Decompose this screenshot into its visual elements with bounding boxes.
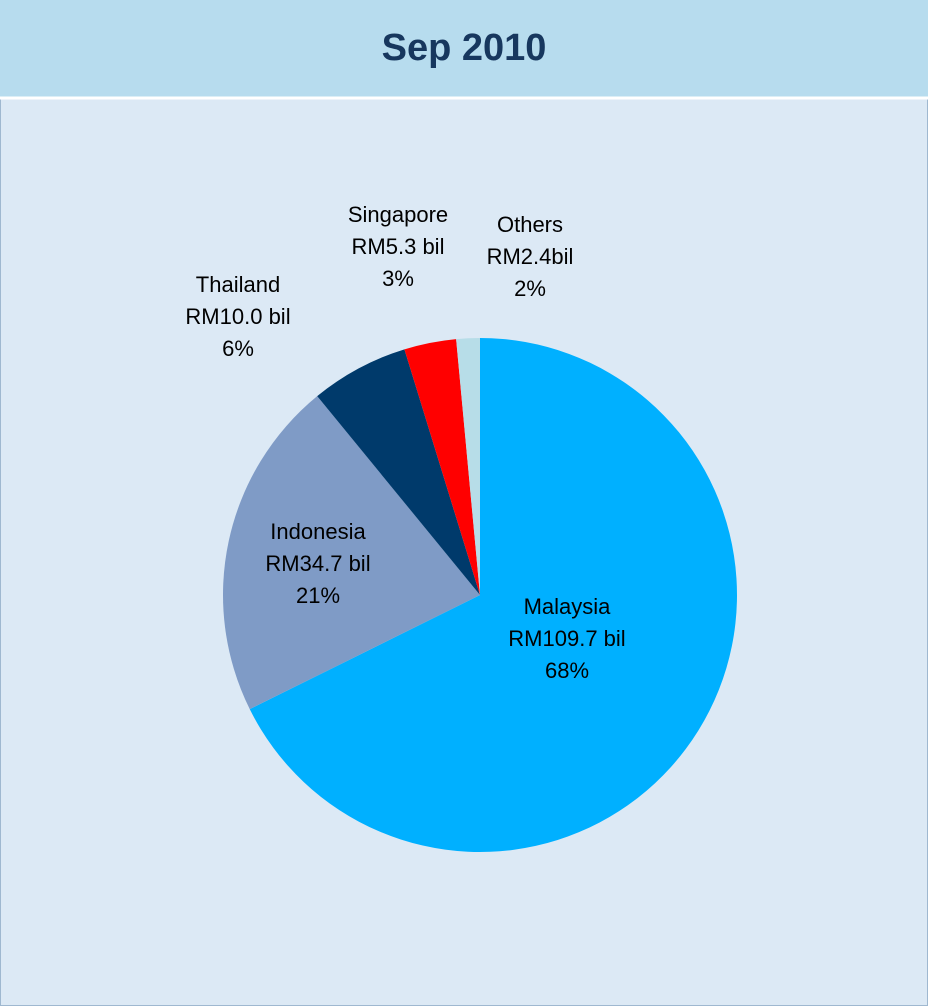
slice-category-label: Malaysia bbox=[524, 594, 612, 619]
slice-percent-label: 3% bbox=[382, 266, 414, 291]
slice-percent-label: 2% bbox=[514, 276, 546, 301]
chart-title: Sep 2010 bbox=[382, 27, 547, 69]
pie-slice bbox=[404, 339, 480, 595]
slice-value-label: RM5.3 bil bbox=[352, 234, 445, 259]
slice-category-label: Singapore bbox=[348, 202, 448, 227]
slice-value-label: RM10.0 bil bbox=[185, 304, 290, 329]
slice-category-label: Thailand bbox=[196, 272, 280, 297]
slice-percent-label: 68% bbox=[545, 658, 589, 683]
slice-value-label: RM109.7 bil bbox=[508, 626, 625, 651]
pie-slice bbox=[249, 338, 737, 852]
slice-category-label: Others bbox=[497, 212, 563, 237]
slice-category-label: Indonesia bbox=[270, 519, 366, 544]
slice-percent-label: 21% bbox=[296, 583, 340, 608]
header bbox=[0, 0, 928, 97]
pie-slice bbox=[456, 338, 480, 595]
slice-percent-label: 6% bbox=[222, 336, 254, 361]
pie-slice bbox=[223, 396, 481, 710]
slice-value-label: RM34.7 bil bbox=[265, 551, 370, 576]
slice-value-label: RM2.4bil bbox=[487, 244, 574, 269]
pie-slice bbox=[317, 349, 480, 595]
